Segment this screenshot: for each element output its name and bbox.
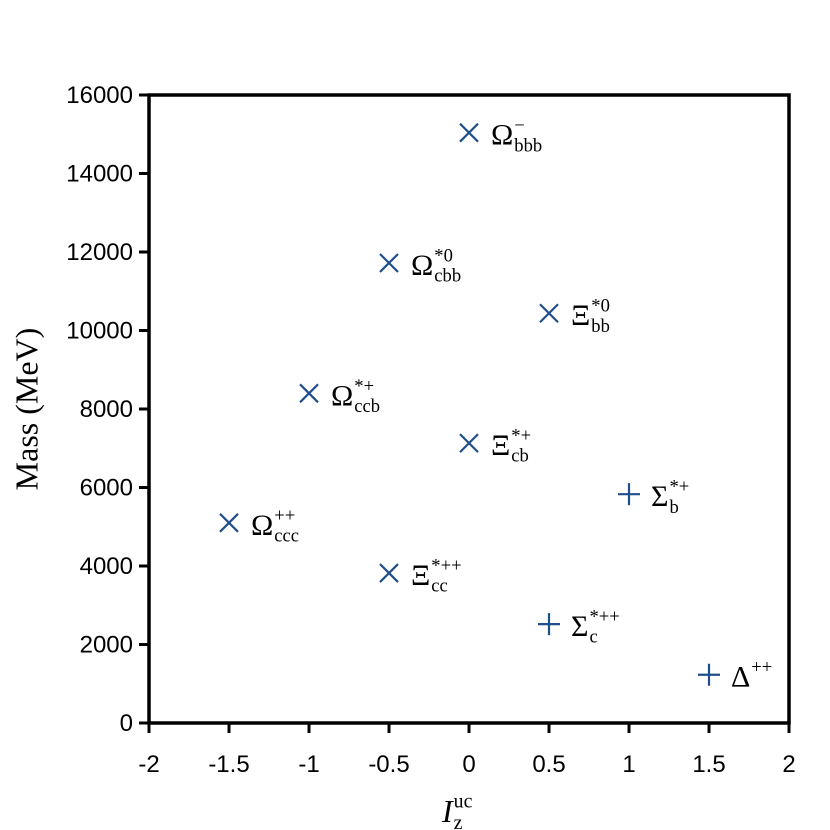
point-label-symbol: Δ [731, 661, 750, 694]
point-label-sup: *+ [354, 376, 374, 397]
point-label-symbol: Ξ [411, 559, 430, 592]
point [539, 303, 559, 324]
x-axis-label-sup: uc [454, 791, 473, 813]
y-tick-label: 6000 [80, 475, 133, 502]
x-tick-label: 0.5 [532, 751, 565, 778]
point [379, 253, 399, 273]
point [538, 613, 560, 636]
y-tick-label: 4000 [80, 553, 133, 580]
x-tick-label: 1.5 [692, 751, 725, 778]
point [379, 563, 399, 583]
point-label-sub: cc [431, 576, 448, 597]
point-label-symbol: Ω [251, 509, 273, 542]
x-tick-label: -2 [138, 751, 159, 778]
point-label-sup: *++ [431, 556, 461, 577]
point-label-sup: ++ [751, 657, 772, 678]
point-label-symbol: Ω [411, 249, 433, 282]
x-tick-label: 2 [782, 751, 795, 778]
x-tick-label: 1 [622, 751, 635, 778]
point-label-sub: c [589, 627, 597, 648]
y-tick-label: 14000 [66, 161, 133, 188]
point-label-sub: cb [511, 446, 529, 467]
x-tick-label: -1 [298, 751, 319, 778]
point-label-sub: ccc [274, 525, 299, 546]
point-label-symbol: Ξ [491, 429, 510, 462]
y-tick-label: 12000 [66, 239, 133, 266]
y-tick-label: 0 [120, 710, 133, 737]
point [698, 663, 720, 686]
y-tick-label: 10000 [66, 318, 133, 345]
point-label-sub: b [669, 497, 678, 518]
point [618, 483, 640, 506]
x-tick-label: -1.5 [208, 751, 249, 778]
point-label-sub: ccb [354, 396, 380, 417]
point [459, 433, 479, 453]
x-axis-label-symbol: I [441, 793, 454, 829]
y-axis-label: Mass (MeV) [8, 328, 44, 491]
point-label-symbol: Σ [651, 480, 668, 513]
point-label-symbol: Ω [491, 119, 513, 152]
point-label-sup: *+ [669, 477, 689, 498]
plot-frame [147, 93, 791, 725]
point-label-sub: bbb [514, 135, 542, 156]
point-label-sup: *++ [589, 607, 619, 628]
point [299, 383, 319, 404]
y-tick-label: 2000 [80, 632, 133, 659]
y-tick-label: 16000 [66, 82, 133, 109]
y-tick-label: 8000 [80, 396, 133, 423]
point-label-sup: − [514, 115, 525, 136]
point-label-symbol: Ω [331, 379, 353, 412]
point-label-sup: *0 [434, 245, 453, 266]
point [459, 122, 479, 143]
point-label-symbol: Ξ [571, 299, 590, 332]
point-label-sup: *+ [511, 426, 531, 447]
x-tick-label: -0.5 [368, 751, 409, 778]
point [219, 513, 239, 533]
x-tick-label: 0 [462, 751, 475, 778]
point-label-sub: cbb [434, 266, 461, 287]
point-label-sub: bb [591, 316, 610, 337]
point-label-symbol: Σ [571, 610, 588, 643]
point-label-sup: ++ [274, 505, 295, 526]
x-axis-label-sub: z [454, 812, 463, 830]
point-label-sup: *0 [591, 296, 610, 317]
